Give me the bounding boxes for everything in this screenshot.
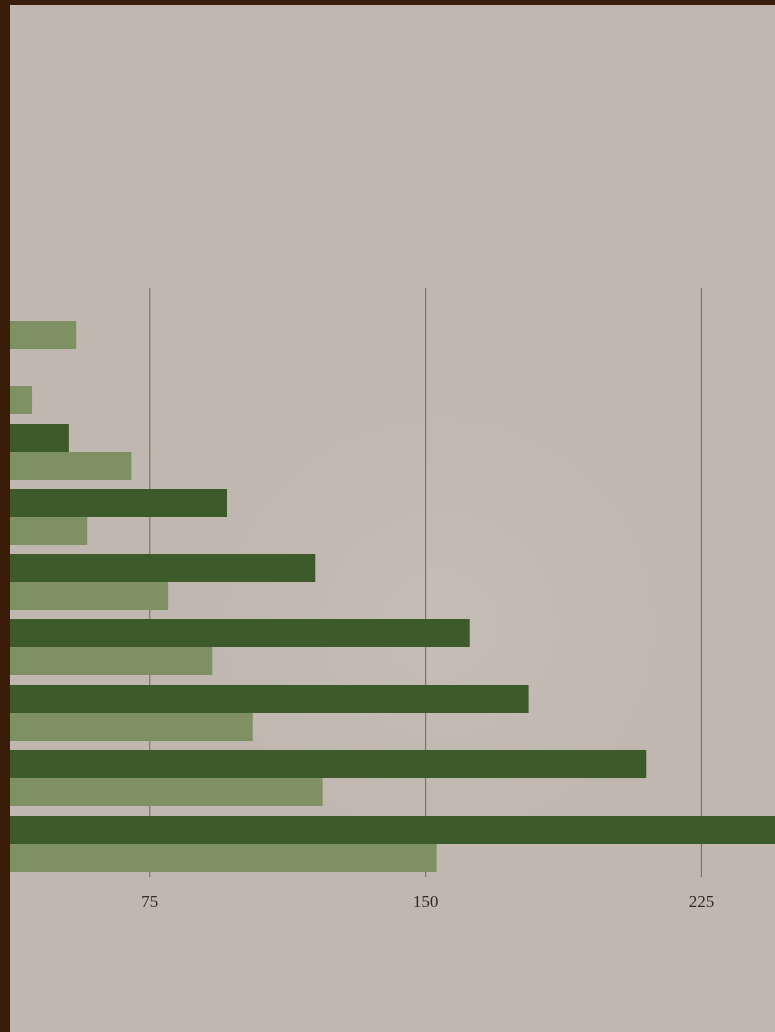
bar-light-6 [10,647,213,675]
bar-dark-3 [10,424,69,452]
bar-dark-9 [10,816,775,844]
bars [10,321,775,872]
bar-dark-6 [10,619,470,647]
chart-frame: 75 150 225 [10,5,775,1032]
bar-light-3 [10,452,132,480]
bar-light-5 [10,582,169,610]
bar-chart: 75 150 225 [10,288,775,911]
bar-dark-8 [10,750,647,778]
x-tick-label: 225 [689,892,715,911]
x-tick-labels: 75 150 225 [141,892,714,911]
bar-dark-4 [10,489,227,517]
bar-light-4 [10,517,88,545]
bar-light-1 [10,321,77,349]
bar-light-7 [10,713,253,741]
x-tick-label: 150 [413,892,439,911]
bar-light-2 [10,386,33,414]
bar-light-8 [10,778,323,806]
bar-dark-5 [10,554,316,582]
x-tick-label: 75 [141,892,158,911]
bar-light-9 [10,844,437,872]
bar-dark-7 [10,685,529,713]
